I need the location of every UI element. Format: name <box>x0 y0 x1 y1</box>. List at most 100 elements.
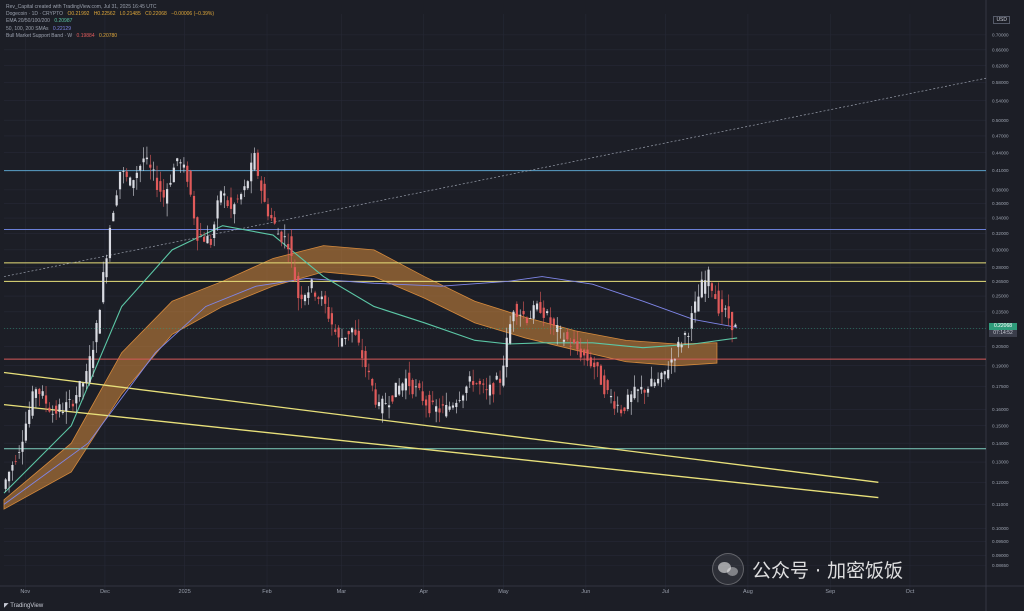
candle-body <box>276 233 280 235</box>
watermark-text: 公众号 · 加密饭饭 <box>752 559 904 582</box>
legend-bmsb-label: Bull Market Support Band · W <box>6 32 73 39</box>
candle-body <box>626 394 629 409</box>
candle-body <box>344 337 347 339</box>
candle-body <box>98 309 101 334</box>
legend-symbol-label: Dogecoin · 1D · CRYPTO <box>6 11 64 18</box>
candle-body <box>219 191 223 203</box>
candle-body <box>92 349 95 368</box>
candle-body <box>115 195 118 206</box>
candle-body <box>727 306 730 319</box>
currency-label[interactable]: USD <box>993 16 1010 24</box>
candle-body <box>202 236 206 242</box>
y-tick-label: 0.50000 <box>992 118 1009 123</box>
candle-body <box>646 388 650 393</box>
ema-line <box>3 225 738 494</box>
countdown-tag: 07:14:52 <box>989 330 1017 337</box>
candle-body <box>75 395 78 404</box>
legend-row-symbol[interactable]: Dogecoin · 1D · CRYPTO O0.21992 H0.22562… <box>6 11 214 18</box>
y-tick-label: 0.17500 <box>992 384 1009 389</box>
y-tick-label: 0.10000 <box>992 526 1009 531</box>
candle-body <box>613 401 616 409</box>
bull-market-support-band <box>3 245 718 510</box>
candle-body <box>102 272 105 303</box>
y-tick-label: 0.58000 <box>992 80 1009 85</box>
candle-body <box>710 283 714 291</box>
candle-body <box>317 297 320 299</box>
candle-body <box>112 212 115 222</box>
candle-body <box>139 165 142 171</box>
candle-body <box>704 280 707 294</box>
candle-body <box>297 275 300 299</box>
candle-body <box>31 391 34 416</box>
x-tick-label: May <box>498 589 509 595</box>
candle-body <box>650 378 653 387</box>
candle-body <box>78 380 81 398</box>
y-tick-label: 0.12000 <box>992 480 1009 485</box>
candle-body <box>478 380 481 385</box>
x-tick-label: Apr <box>419 589 428 595</box>
candle-body <box>663 371 666 375</box>
candle-body <box>21 441 24 452</box>
candle-body <box>11 464 14 471</box>
candle-body <box>287 243 290 250</box>
candle-body <box>431 400 434 403</box>
candle-body <box>697 296 700 312</box>
candle-body <box>475 383 478 385</box>
candle-body <box>361 350 364 359</box>
candle-body <box>367 370 370 373</box>
x-tick-label: Jul <box>662 589 669 595</box>
candle-body <box>51 413 54 415</box>
candle-body <box>569 345 572 347</box>
candle-body <box>34 389 38 398</box>
y-tick-label: 0.36000 <box>992 201 1009 206</box>
candle-body <box>81 383 85 387</box>
candle-body <box>48 407 51 412</box>
candle-body <box>209 238 212 245</box>
candle-body <box>41 391 44 396</box>
candle-body <box>95 322 98 343</box>
candle-body <box>542 307 545 318</box>
candle-body <box>118 171 122 190</box>
candle-body <box>657 378 660 384</box>
y-tick-label: 0.32000 <box>992 231 1009 236</box>
candle-body <box>68 399 71 400</box>
current-price-tag: 0.22068 <box>989 323 1017 330</box>
candle-body <box>58 404 61 412</box>
candle-body <box>562 339 566 342</box>
tradingview-logo[interactable]: ◤ TradingView <box>4 602 43 609</box>
candle-body <box>377 402 381 407</box>
channel-line <box>3 371 879 483</box>
candle-body <box>239 194 243 200</box>
candle-body <box>700 279 703 298</box>
candle-body <box>502 365 505 386</box>
legend-row-ema[interactable]: EMA 20/50/100/200 0.20987 <box>6 18 214 25</box>
candle-body <box>394 382 397 398</box>
candle-body <box>293 267 297 281</box>
candle-body <box>290 236 293 256</box>
legend-row-sma[interactable]: 50, 100, 200 SMAs 0.22129 <box>6 26 214 33</box>
candle-body <box>677 341 680 348</box>
candle-body <box>132 180 135 189</box>
candle-body <box>495 375 498 380</box>
y-tick-label: 0.09000 <box>992 553 1009 558</box>
y-tick-label: 0.44000 <box>992 150 1009 155</box>
y-tick-label: 0.23500 <box>992 309 1009 314</box>
candle-body <box>364 350 367 368</box>
y-tick-label: 0.26500 <box>992 279 1009 284</box>
candle-body <box>640 386 643 390</box>
candle-body <box>687 335 690 337</box>
candle-body <box>263 183 266 202</box>
candle-body <box>509 324 512 344</box>
candle-body <box>260 180 263 191</box>
candle-body <box>71 403 75 407</box>
y-tick-label: 0.38000 <box>992 187 1009 192</box>
legend-row-bmsb[interactable]: Bull Market Support Band · W 0.19884 0.2… <box>6 33 214 40</box>
candle-body <box>424 399 428 406</box>
legend-open: O0.21992 <box>67 11 90 18</box>
candle-body <box>653 382 656 387</box>
candle-body <box>519 314 522 316</box>
x-tick-label: Aug <box>743 589 753 595</box>
candle-body <box>414 386 418 388</box>
